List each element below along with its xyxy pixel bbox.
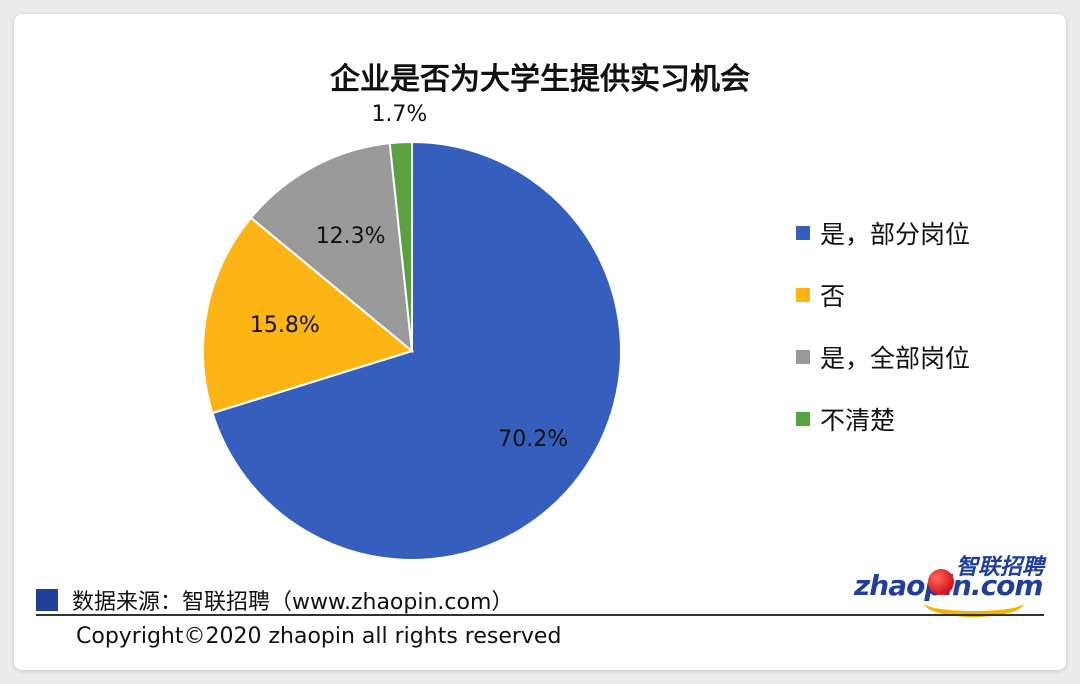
legend-item-partial: 是，部分岗位 xyxy=(796,202,970,264)
footer-divider xyxy=(36,614,1044,616)
zhaopin-logo: 智联招聘 zhaopin.com xyxy=(854,549,1044,617)
slice-data-label: 1.7% xyxy=(371,102,427,127)
legend-swatch xyxy=(796,288,810,302)
data-source: 数据来源：智联招聘（www.zhaopin.com） xyxy=(36,584,513,616)
logo-text-cn: 智联招聘 xyxy=(955,555,1044,580)
slice-data-label: 15.8% xyxy=(250,313,320,338)
chart-card: 企业是否为大学生提供实习机会 70.2% 15.8% 12.3% 1.7% 是，部分岗… xyxy=(14,14,1066,670)
pie-slice xyxy=(249,142,414,354)
pie-slice xyxy=(211,140,622,561)
legend-swatch xyxy=(796,350,810,364)
legend-label: 是，全部岗位 xyxy=(820,344,971,373)
slice-data-label: 12.3% xyxy=(316,224,386,249)
legend-item-all: 是，全部岗位 xyxy=(796,326,970,388)
legend-item-unknown: 不清楚 xyxy=(796,388,970,450)
legend-label: 不清楚 xyxy=(820,406,896,435)
pie-chart: 70.2% 15.8% 12.3% 1.7% xyxy=(202,102,622,561)
slice-data-label: 70.2% xyxy=(498,427,568,452)
legend-label: 否 xyxy=(820,282,846,311)
legend-swatch xyxy=(796,412,810,426)
copyright-text: Copyright©2020 zhaopin all rights reserv… xyxy=(76,624,562,649)
logo-ball-icon xyxy=(928,569,954,595)
legend-swatch xyxy=(796,226,810,240)
legend-item-no: 否 xyxy=(796,264,970,326)
legend: 是，部分岗位 否 是，全部岗位 不清楚 xyxy=(796,202,970,450)
pie-slice xyxy=(388,140,413,352)
source-text: 数据来源：智联招聘（www.zhaopin.com） xyxy=(72,590,514,615)
chart-title: 企业是否为大学生提供实习机会 xyxy=(330,62,750,97)
legend-label: 是，部分岗位 xyxy=(820,220,971,249)
source-swatch xyxy=(36,589,58,611)
pie-slice xyxy=(202,216,415,415)
